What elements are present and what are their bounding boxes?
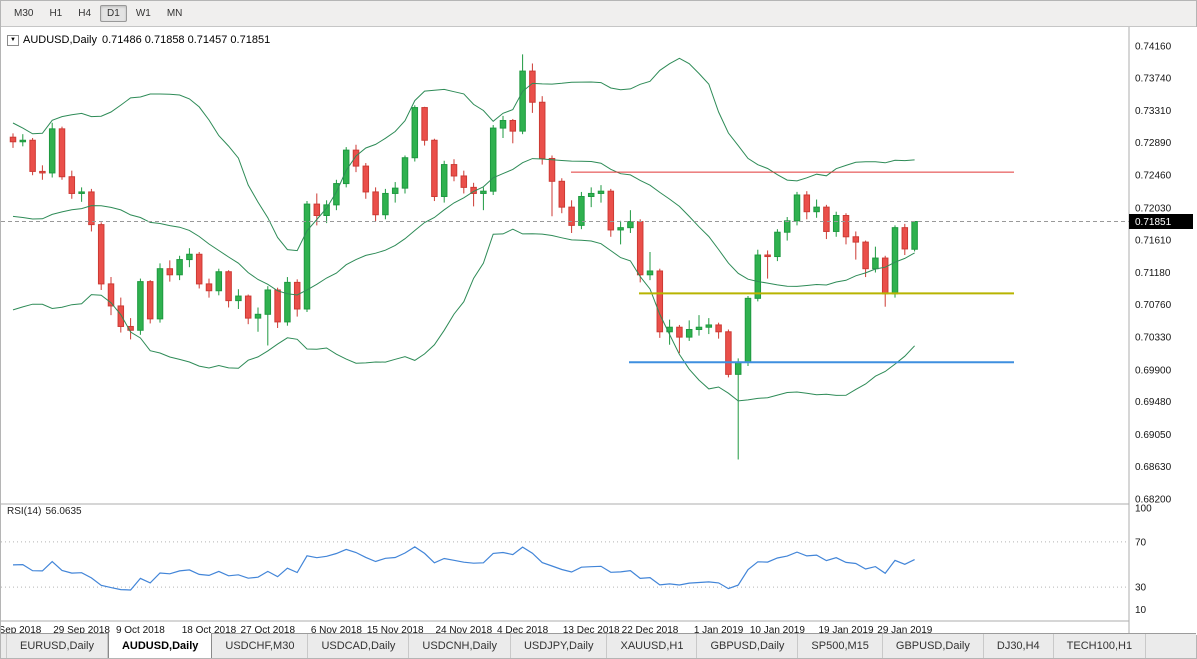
svg-text:19 Jan 2019: 19 Jan 2019	[818, 625, 873, 635]
chart-tab-bar: EURUSD,Daily AUDUSD,Daily USDCHF,M30 USDCAD…	[1, 633, 1196, 658]
svg-text:29 Jan 2019: 29 Jan 2019	[877, 625, 932, 635]
svg-text:1 Jan 2019: 1 Jan 2019	[694, 625, 744, 635]
time-scale: 20 Sep 2018 29 Sep 2018 9 Oct 2018 18 Oct 2…	[1, 625, 933, 635]
chart-tab-USDCNH-Daily[interactable]: USDCNH,Daily	[409, 634, 511, 658]
svg-text:0.71610: 0.71610	[1135, 235, 1172, 246]
axis-layer	[1, 27, 1130, 635]
rsi-scale: 100 70 30 10	[1, 504, 1152, 616]
svg-text:4 Dec 2018: 4 Dec 2018	[497, 625, 549, 635]
svg-text:100: 100	[1135, 504, 1152, 515]
chart-tab-USDJPY-Daily[interactable]: USDJPY,Daily	[511, 634, 608, 658]
svg-text:0.71851: 0.71851	[1135, 217, 1172, 228]
svg-text:15 Nov 2018: 15 Nov 2018	[367, 625, 424, 635]
chart-tab-USDCAD-Daily[interactable]: USDCAD,Daily	[308, 634, 410, 658]
chart-title: AUDUSD,Daily 0.71486 0.71858 0.71457 0.71…	[23, 34, 270, 46]
svg-text:0.72460: 0.72460	[1135, 171, 1172, 182]
bollinger-bands-layer	[12, 57, 915, 402]
timeframe-button-D1[interactable]: D1	[100, 5, 127, 22]
svg-text:0.69480: 0.69480	[1135, 397, 1172, 408]
svg-text:6 Nov 2018: 6 Nov 2018	[311, 625, 363, 635]
svg-text:24 Nov 2018: 24 Nov 2018	[435, 625, 492, 635]
chart-symbol-period: AUDUSD,Daily	[23, 34, 97, 46]
chart-tab-USDCHF-M30[interactable]: USDCHF,M30	[212, 634, 309, 658]
bollinger-middle-line	[12, 158, 915, 296]
svg-text:70: 70	[1135, 537, 1147, 548]
svg-text:22 Dec 2018: 22 Dec 2018	[622, 625, 679, 635]
chart-tab-AUDUSD-Daily[interactable]: AUDUSD,Daily	[107, 633, 213, 658]
rsi-line	[12, 546, 915, 591]
chart-area: 0.74160 0.73740 0.73310 0.72890 0.72460 0.720…	[1, 27, 1197, 635]
chart-tab-TECH100-H1[interactable]: TECH100,H1	[1054, 634, 1147, 658]
rsi-indicator-label: RSI(14) 56.0635	[7, 506, 82, 517]
svg-text:0.68200: 0.68200	[1135, 495, 1172, 506]
svg-text:0.70760: 0.70760	[1135, 300, 1172, 311]
timeframe-button-W1[interactable]: W1	[135, 8, 151, 19]
chart-tab-SP500-M15[interactable]: SP500,M15	[798, 634, 883, 658]
svg-text:0.69050: 0.69050	[1135, 430, 1172, 441]
timeframe-button-H1[interactable]: H1	[49, 8, 63, 19]
chart-tab-EURUSD-Daily[interactable]: EURUSD,Daily	[6, 634, 108, 658]
svg-text:29 Sep 2018: 29 Sep 2018	[53, 625, 110, 635]
svg-text:0.74160: 0.74160	[1135, 42, 1172, 53]
chart-tab-DJ30-H4[interactable]: DJ30,H4	[984, 634, 1054, 658]
svg-text:0.73740: 0.73740	[1135, 73, 1172, 84]
svg-text:20 Sep 2018: 20 Sep 2018	[1, 625, 42, 635]
svg-text:10: 10	[1135, 605, 1147, 616]
chart-tab-GBPUSD-Daily[interactable]: GBPUSD,Daily	[883, 634, 984, 658]
svg-text:0.73310: 0.73310	[1135, 106, 1172, 117]
timeframe-toolbar: M30 H1 H4 D1 W1 MN	[1, 1, 1196, 27]
svg-text:18 Oct 2018: 18 Oct 2018	[182, 625, 237, 635]
price-chart[interactable]: 0.74160 0.73740 0.73310 0.72890 0.72460 0.720…	[1, 27, 1197, 635]
candles-layer	[9, 54, 918, 460]
svg-text:0.71180: 0.71180	[1135, 268, 1171, 279]
timeframe-button-H4[interactable]: H4	[78, 8, 92, 19]
rsi-value: 56.0635	[45, 506, 82, 517]
svg-text:13 Dec 2018: 13 Dec 2018	[563, 625, 620, 635]
chart-dropdown-icon[interactable]: ▼	[7, 35, 19, 46]
rsi-name: RSI(14)	[7, 506, 42, 517]
svg-text:0.72030: 0.72030	[1135, 203, 1172, 214]
svg-text:0.69900: 0.69900	[1135, 365, 1172, 376]
rsi-pane	[12, 546, 915, 591]
svg-text:0.70330: 0.70330	[1135, 333, 1172, 344]
timeframe-button-MN[interactable]: MN	[166, 8, 183, 19]
chart-ohlc-values: 0.71486 0.71858 0.71457 0.71851	[101, 34, 271, 46]
horizontal-lines-layer	[571, 171, 1014, 364]
chart-tab-GBPUSD-Daily[interactable]: GBPUSD,Daily	[697, 634, 799, 658]
svg-text:0.68630: 0.68630	[1135, 462, 1172, 473]
svg-text:30: 30	[1135, 583, 1147, 594]
svg-text:10 Jan 2019: 10 Jan 2019	[750, 625, 805, 635]
svg-text:27 Oct 2018: 27 Oct 2018	[241, 625, 296, 635]
price-scale: 0.74160 0.73740 0.73310 0.72890 0.72460 0.720…	[1135, 42, 1172, 506]
bollinger-upper-line	[12, 57, 915, 252]
svg-text:9 Oct 2018: 9 Oct 2018	[116, 625, 165, 635]
bollinger-lower-line	[12, 228, 915, 402]
svg-text:0.72890: 0.72890	[1135, 138, 1172, 149]
timeframe-button-M30[interactable]: M30	[14, 8, 34, 19]
current-price-badge: 0.71851	[1129, 213, 1193, 229]
chart-tab-XAUUSD-H1[interactable]: XAUUSD,H1	[607, 634, 698, 658]
